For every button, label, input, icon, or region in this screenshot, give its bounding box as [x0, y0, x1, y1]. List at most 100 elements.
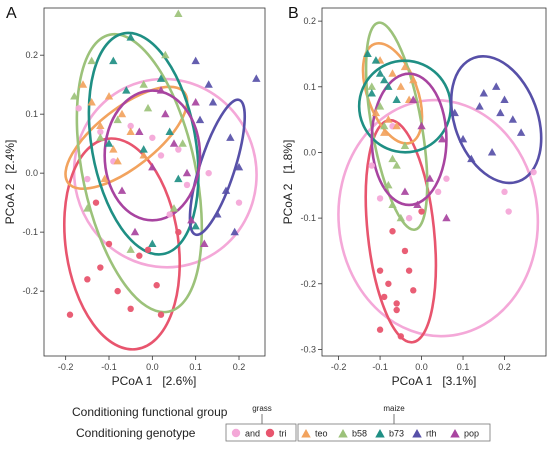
panel-b-point-tri [389, 228, 396, 235]
panel-a-point-b58 [143, 103, 153, 112]
panel-a-point-b73 [174, 174, 183, 183]
panel-b-point-rth [458, 134, 468, 143]
panel-b-point-tri [401, 247, 409, 255]
panel-b-point-pop [425, 174, 435, 182]
panel-b-point-and [405, 214, 413, 222]
panel-a-point-rth [195, 115, 205, 124]
panel-a-ellipse-pop [103, 89, 202, 222]
panel-b-point-rth [496, 108, 505, 117]
panel-a-point-b58 [161, 50, 170, 59]
legend-label-b58: b58 [352, 429, 367, 439]
panel-b-y-tick-label: -0.3 [300, 344, 316, 354]
panel-b-point-b58 [388, 200, 397, 209]
panel-a-point-teo [126, 127, 135, 135]
panel-b-point-tri [393, 306, 400, 314]
panel-a-ellipse-and [72, 77, 258, 269]
panel-a-label: A [6, 5, 17, 22]
panel-b-point-tri [393, 300, 400, 307]
panel-a-point-b73 [122, 86, 131, 94]
panel-b-point-pop [442, 213, 451, 222]
panel-a-point-b73 [156, 74, 166, 82]
panel-b-point-tri [410, 287, 417, 294]
panel-b-point-b58 [380, 121, 389, 130]
panel-a-point-tri [175, 228, 182, 236]
panel-a-point-and [97, 128, 104, 136]
panel-b-point-rth [479, 88, 488, 97]
panel-a-x-tick-label: -0.1 [101, 362, 117, 372]
panel-a-point-b73 [148, 239, 157, 248]
legend-label-and: and [245, 429, 260, 439]
panel-a-point-b73 [104, 139, 114, 147]
panel-b-x-ticks: -0.2 -0.1 0.0 0.1 0.2 [331, 356, 511, 372]
panel-a-point-teo [139, 151, 148, 159]
panel-b-x-tick-label: -0.1 [372, 362, 388, 372]
panel-b-point-b58 [400, 141, 410, 149]
panel-a-point-pop [169, 139, 179, 147]
panel-a-point-pop [135, 127, 144, 135]
panel-a-point-rth [226, 133, 235, 141]
panel-a-ellipse-b58 [75, 32, 204, 314]
panel-a-plot-area [43, 7, 266, 357]
panel-a-point-and [127, 122, 134, 130]
panel-a-point-b58 [113, 115, 122, 124]
panel-a-point-tri [66, 311, 74, 318]
panel-b-point-b73 [363, 49, 372, 58]
panel-a-point-and [157, 152, 165, 159]
panel-b-y-axis-label: PCoA 2 [1.8%] [281, 140, 295, 225]
panel-b-label: B [288, 5, 299, 22]
legend-label-pop: pop [464, 429, 479, 439]
panel-a-points [66, 9, 261, 318]
panel-a-point-teo [87, 97, 96, 106]
panel-a-point-b58 [70, 92, 79, 100]
panel-b-point-and [530, 168, 537, 176]
panel-a-point-b58 [87, 56, 96, 65]
panel-b-y-tick-label: 0.2 [303, 16, 316, 26]
panel-a-x-axis-label: PCoA 1 [2.6%] [112, 374, 197, 388]
legend-label-teo: teo [315, 429, 328, 439]
panel-a-point-teo [78, 80, 88, 88]
panel-a-point-b58 [126, 245, 135, 253]
panel-a-ellipses [62, 31, 258, 351]
panel-a-point-tri [97, 264, 104, 271]
panel-b-x-tick-label: -0.2 [331, 362, 347, 372]
panel-b-point-b73 [371, 56, 381, 64]
panel-b-point-b58 [392, 161, 401, 169]
panel-b-point-rth [467, 154, 476, 163]
legend-maize-box [297, 423, 491, 442]
legend-key-b73 [375, 429, 385, 438]
panel-a-point-pop [187, 215, 196, 224]
panel-b-y-tick-label: -0.1 [300, 213, 316, 223]
panel-b-point-tri [397, 333, 405, 340]
panel-a-point-pop [148, 162, 157, 171]
panel-a-point-pop [130, 227, 140, 236]
panel-b-point-b58 [367, 82, 376, 90]
panel-b-point-and [434, 188, 442, 196]
panel-a-point-pop [156, 86, 166, 94]
panel-a-point-rth [213, 210, 222, 218]
panel-b-point-teo [388, 69, 397, 77]
panel-b-point-b58 [396, 213, 405, 222]
panel-b-x-axis-label: PCoA 1 [3.1%] [392, 374, 477, 388]
panel-a-point-tri [92, 199, 100, 206]
panel-a-point-rth [252, 74, 261, 82]
legend-key-b58 [338, 429, 348, 438]
panel-b-point-teo [409, 75, 418, 84]
panel-b-point-and [443, 175, 450, 182]
panel-a-point-b73 [109, 56, 118, 65]
panel-a-point-and [175, 146, 182, 153]
panel-a-point-and [75, 105, 82, 112]
panel-b-point-rth [487, 148, 497, 156]
legend-label-tri: tri [279, 429, 287, 439]
legend-group-grass-label: grass [252, 404, 272, 413]
legend-items: and tri teo b58 b73 rth pop [231, 429, 479, 439]
panel-a-point-b58 [174, 9, 183, 17]
panel-a-y-tick-label: -0.1 [22, 227, 38, 237]
panel-b-point-teo [392, 121, 401, 130]
panel-a-x-tick-label: -0.2 [58, 362, 74, 372]
panel-b-point-and [501, 188, 508, 196]
panel-a-x-tick-label: 0.0 [146, 362, 159, 372]
panel-a-point-and [149, 134, 156, 141]
panel-b-x-tick-label: 0.1 [457, 362, 470, 372]
panel-b-point-teo [396, 82, 405, 90]
panel-b-x-tick-label: 0.0 [415, 362, 428, 372]
